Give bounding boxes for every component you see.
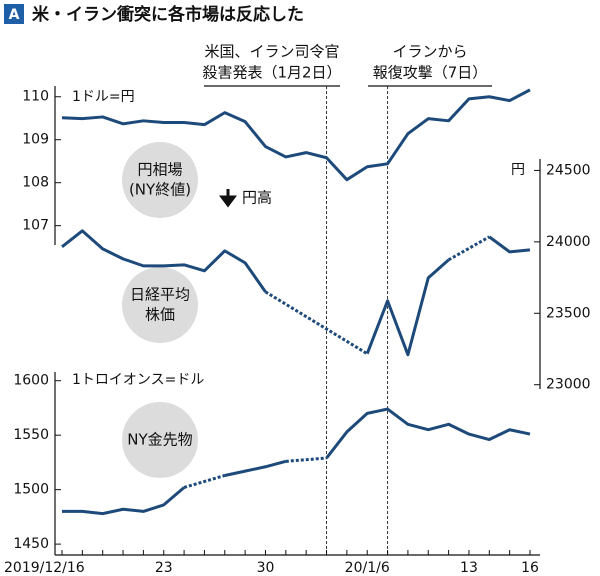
series-label-bg <box>122 267 198 343</box>
y-tick-label: 109 <box>22 132 49 148</box>
unit-label: 1トロイオンス=ドル <box>72 372 204 388</box>
arrow <box>219 189 237 208</box>
badge-box <box>4 4 24 24</box>
chart-title: 米・イラン衝突に各市場は反応した <box>32 4 304 25</box>
y-tick-label: 107 <box>22 218 49 234</box>
y-tick-label: 23000 <box>546 377 591 393</box>
series-line <box>488 235 531 254</box>
gap-connector <box>183 474 226 489</box>
gap-connector <box>447 235 491 262</box>
series-line <box>365 258 450 357</box>
y-tick-label: 110 <box>22 89 49 105</box>
y-tick-label: 1500 <box>13 482 49 498</box>
y-tick-label: 23500 <box>546 305 591 321</box>
y-tick-label: 108 <box>22 175 49 191</box>
annotation-text: 報復攻撃（7日） <box>373 64 488 82</box>
y-tick-label: 24500 <box>546 162 591 178</box>
series-label-bg <box>122 142 198 218</box>
unit-label: 円 <box>511 162 525 178</box>
annotation-text: 殺害発表（1月2日） <box>202 64 341 82</box>
series-label: 円相場 <box>137 161 182 179</box>
series-label: NY金先物 <box>127 431 192 449</box>
badge: A <box>9 7 20 23</box>
series-label: 株価 <box>145 306 175 324</box>
y-tick-label: 1450 <box>13 536 49 552</box>
x-tick-label: 13 <box>460 560 478 576</box>
annotation-text: イランから <box>392 43 467 61</box>
y-tick-label: 1550 <box>13 427 49 443</box>
y-tick-label: 1600 <box>13 373 49 389</box>
series-line <box>61 229 267 293</box>
series-line <box>62 486 186 516</box>
x-tick-label: 30 <box>257 560 275 576</box>
x-tick-label: 23 <box>155 560 173 576</box>
series-line <box>61 88 531 182</box>
series-line <box>325 407 531 459</box>
note: 円高 <box>242 189 272 207</box>
series-line <box>224 459 287 477</box>
series-label: (NY終値) <box>129 181 191 199</box>
y-tick-label: 24000 <box>546 234 591 250</box>
series-label-bg <box>122 402 198 478</box>
x-tick-label: 16 <box>521 560 539 576</box>
x-tick-label: 2019/12/16 <box>4 560 85 576</box>
series-label: 日経平均 <box>130 286 190 304</box>
gap-connector <box>264 290 368 355</box>
x-tick-label: 20/1/6 <box>345 560 390 576</box>
annotation-text: 米国、イラン司令官 <box>204 43 339 61</box>
unit-label: 1ドル=円 <box>72 89 135 105</box>
gap-connector <box>285 456 327 463</box>
